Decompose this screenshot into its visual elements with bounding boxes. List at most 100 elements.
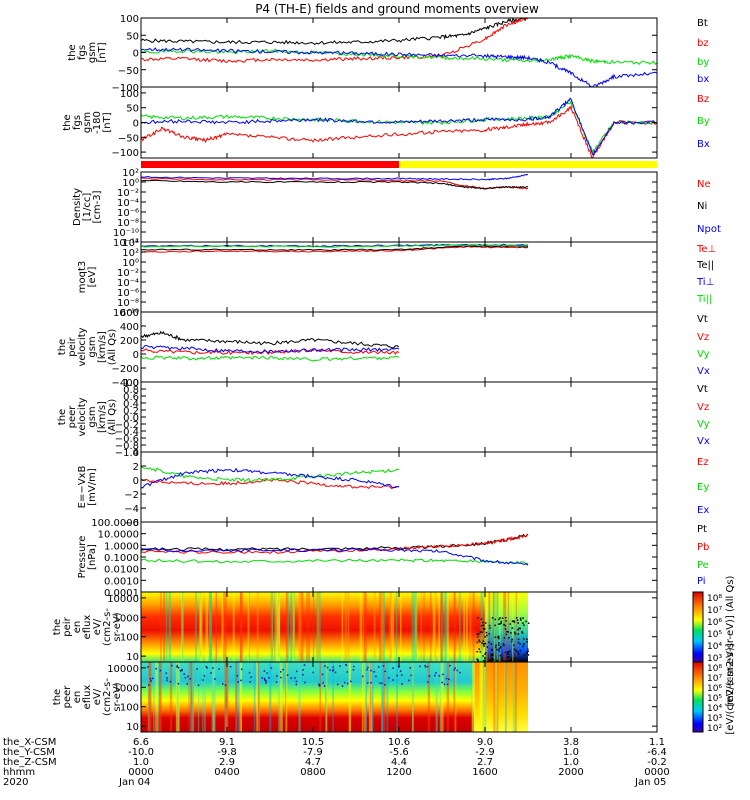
heatmap-streak bbox=[434, 592, 437, 662]
heatmap-speck bbox=[392, 679, 394, 681]
heatmap-streak bbox=[158, 662, 161, 732]
colorbar-label: [eV/(cm2-s-sr-eV)] bbox=[725, 643, 736, 734]
series-line-Pb bbox=[140, 533, 529, 554]
heatmap-streak bbox=[504, 662, 507, 732]
heatmap-speck bbox=[210, 672, 212, 674]
x-tick-label-x_csm: 9.1 bbox=[219, 737, 235, 748]
x-tick-label-z_csm: 1.0 bbox=[133, 757, 149, 768]
heatmap-speck bbox=[453, 668, 456, 671]
heatmap-streak bbox=[439, 662, 442, 732]
heatmap-speck bbox=[480, 624, 483, 627]
y-tick-label: −400 bbox=[112, 378, 139, 389]
heatmap-streak bbox=[232, 592, 235, 662]
x-tick-label-hhmm: 0800 bbox=[300, 767, 325, 778]
heatmap-streak bbox=[240, 592, 243, 662]
heatmap-speck bbox=[326, 666, 329, 669]
heatmap-streak bbox=[148, 662, 152, 732]
x-row-label: 2020 bbox=[3, 777, 28, 788]
heatmap-streak bbox=[285, 592, 288, 662]
heatmap-speck bbox=[459, 671, 461, 674]
heatmap-streak bbox=[281, 662, 283, 732]
heatmap-streak bbox=[308, 592, 310, 662]
heatmap-speck bbox=[408, 679, 410, 682]
heatmap-streak bbox=[347, 592, 350, 662]
heatmap-streak bbox=[169, 662, 173, 732]
panel-frame bbox=[140, 241, 658, 313]
heatmap-speck bbox=[482, 643, 485, 645]
heatmap-speck bbox=[488, 633, 491, 635]
heatmap-speck bbox=[381, 682, 383, 685]
legend-entry-By: By bbox=[697, 116, 710, 127]
heatmap-speck bbox=[346, 682, 349, 685]
heatmap-speck bbox=[517, 653, 520, 655]
heatmap-streak bbox=[221, 592, 224, 662]
heatmap-streak bbox=[427, 662, 431, 732]
panel-peer_velocity: 1.00.80.60.40.20.0−0.2−0.4−0.6−0.8−1.0 th… bbox=[57, 378, 710, 459]
heatmap-speck bbox=[339, 665, 341, 667]
heatmap-speck bbox=[496, 648, 498, 651]
heatmap-streak bbox=[190, 662, 192, 732]
legend-entry-Vt: Vt bbox=[697, 314, 708, 325]
heatmap-speck bbox=[526, 651, 528, 653]
heatmap-speck bbox=[155, 667, 157, 670]
heatmap-speck bbox=[302, 673, 304, 676]
y-tick-label: 0.0001 bbox=[104, 588, 139, 599]
legend-entry-Ez: Ez bbox=[697, 457, 709, 468]
x-row-label: the_Z-CSM bbox=[3, 757, 57, 768]
heatmap-streak bbox=[515, 592, 517, 662]
legend-entry-Vy: Vy bbox=[697, 349, 710, 360]
heatmap-speck bbox=[322, 682, 324, 684]
heatmap-speck bbox=[501, 617, 504, 620]
heatmap-streak bbox=[191, 662, 195, 732]
heatmap-speck bbox=[290, 677, 292, 679]
y-axis-label: [nPa] bbox=[87, 544, 98, 570]
y-tick-label: 10⁻¹² bbox=[113, 238, 139, 249]
x-tick-label-x_csm: 10.6 bbox=[388, 737, 410, 748]
heatmap-speck bbox=[352, 669, 355, 671]
heatmap-speck bbox=[323, 685, 326, 687]
heatmap-streak bbox=[182, 592, 184, 662]
heatmap-speck bbox=[490, 643, 493, 645]
heatmap-speck bbox=[514, 659, 517, 661]
x-tick-label-y_csm: 1.0 bbox=[563, 747, 579, 758]
heatmap-speck bbox=[186, 683, 188, 685]
heatmap-speck bbox=[352, 665, 355, 668]
panel-frame bbox=[140, 381, 658, 453]
heatmap-speck bbox=[495, 644, 497, 647]
heatmap-speck bbox=[515, 650, 517, 653]
heatmap-streak bbox=[224, 592, 227, 662]
heatmap-speck bbox=[513, 648, 516, 650]
series-line-Ey bbox=[141, 466, 400, 483]
x-tick-label-date: Jan 05 bbox=[634, 777, 666, 788]
heatmap-speck bbox=[187, 675, 189, 678]
y-tick-label: 0 bbox=[133, 476, 139, 487]
y-tick-label: −0.4 bbox=[115, 427, 139, 438]
y-axis-label: (All Qs) bbox=[107, 329, 118, 366]
heatmap-streak bbox=[411, 662, 414, 732]
heatmap-speck bbox=[478, 640, 481, 643]
heatmap-speck bbox=[218, 668, 220, 670]
y-tick-label: −0.2 bbox=[115, 420, 139, 431]
series-line-Bx bbox=[140, 97, 658, 156]
heatmap-streak bbox=[247, 592, 249, 662]
heatmap-speck bbox=[525, 620, 527, 623]
y-tick-label: 1000 bbox=[114, 683, 139, 694]
heatmap-streak bbox=[332, 662, 334, 732]
heatmap-streak bbox=[191, 662, 194, 732]
heatmap-streak bbox=[480, 592, 484, 662]
heatmap-speck bbox=[477, 660, 479, 662]
heatmap-speck bbox=[515, 649, 517, 652]
legend-entry-Npot: Npot bbox=[697, 224, 721, 235]
heatmap-speck bbox=[519, 643, 521, 645]
colorbar-tick-label: 10³ bbox=[707, 654, 722, 664]
heatmap-speck bbox=[510, 640, 513, 643]
series-line-Ni bbox=[140, 179, 529, 190]
heatmap-speck bbox=[370, 669, 372, 672]
heatmap-streak bbox=[446, 662, 450, 732]
legend-entry-Pt: Pt bbox=[697, 524, 707, 535]
heatmap-streak bbox=[440, 592, 443, 662]
heatmap-streak bbox=[270, 592, 273, 662]
heatmap-speck bbox=[526, 641, 528, 643]
